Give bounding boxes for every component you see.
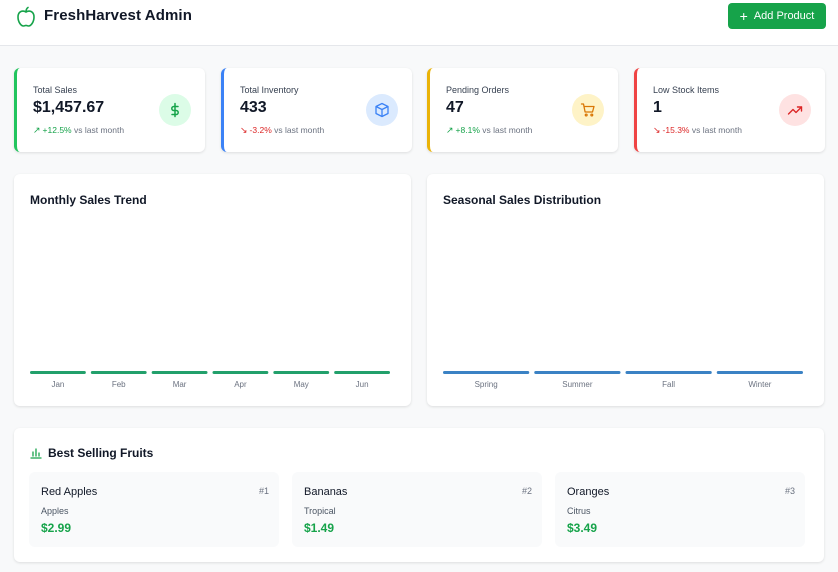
- top-bar: FreshHarvest Admin + Add Product: [0, 0, 838, 46]
- x-tick-label: Fall: [662, 380, 675, 389]
- x-tick-label: Mar: [173, 380, 187, 389]
- stat-value: 1: [653, 99, 662, 116]
- fruit-card[interactable]: Oranges #3 Citrus $3.49: [555, 472, 805, 547]
- chart-title: Monthly Sales Trend: [30, 193, 147, 207]
- add-product-label: Add Product: [753, 10, 815, 22]
- fruit-category: Apples: [41, 506, 69, 516]
- stat-card-pending-orders: Pending Orders 47 ↗ +8.1% vs last month: [427, 68, 618, 152]
- stat-change-suffix: vs last month: [691, 125, 742, 135]
- chart-bar: [716, 371, 803, 374]
- fruit-name: Red Apples: [41, 486, 98, 498]
- add-product-button[interactable]: + Add Product: [728, 3, 826, 29]
- stat-label: Low Stock Items: [653, 85, 720, 95]
- stat-label: Total Inventory: [240, 85, 299, 95]
- stat-value: 433: [240, 99, 267, 116]
- x-tick-label: May: [294, 380, 309, 389]
- stat-change-suffix: vs last month: [482, 125, 533, 135]
- stat-change: ↗ +8.1% vs last month: [446, 125, 532, 136]
- stat-change: ↗ +12.5% vs last month: [33, 125, 124, 136]
- stat-change-percent: +8.1%: [455, 125, 480, 135]
- stat-change-percent: -15.3%: [662, 125, 690, 135]
- stat-change: ↘ -15.3% vs last month: [653, 125, 742, 136]
- trend-down-icon: ↘: [653, 125, 661, 135]
- stat-change: ↘ -3.2% vs last month: [240, 125, 324, 136]
- trend-down-icon: ↘: [240, 125, 248, 135]
- chart-bar: [273, 371, 330, 374]
- stat-value: 47: [446, 99, 464, 116]
- best-selling-header: Best Selling Fruits: [30, 446, 153, 460]
- stat-card-total-inventory: Total Inventory 433 ↘ -3.2% vs last month: [221, 68, 412, 152]
- stat-change-percent: -3.2%: [249, 125, 272, 135]
- chart-title: Seasonal Sales Distribution: [443, 193, 602, 207]
- fruit-rank: #2: [521, 486, 532, 496]
- dollar-icon: [159, 94, 191, 126]
- app-title: FreshHarvest Admin: [44, 7, 192, 24]
- box-icon: [366, 94, 398, 126]
- fruit-card[interactable]: Bananas #2 Tropical $1.49: [292, 472, 542, 547]
- fruit-rank: #3: [784, 486, 795, 496]
- stat-change-percent: +12.5%: [42, 125, 72, 135]
- monthly-sales-plot: Jan Feb Mar Apr May Jun: [30, 371, 390, 389]
- trend-up-icon: ↗: [446, 125, 454, 135]
- x-tick-label: Spring: [475, 380, 498, 389]
- chart-bar: [443, 371, 530, 374]
- fruit-card[interactable]: Red Apples #1 Apples $2.99: [29, 472, 279, 547]
- trending-up-icon: [779, 94, 811, 126]
- fruit-price: $1.49: [304, 521, 335, 535]
- best-selling-section: Best Selling Fruits Red Apples #1 Apples…: [14, 428, 824, 562]
- seasonal-sales-chart: Seasonal Sales Distribution Spring Summer…: [427, 174, 824, 406]
- trend-up-icon: ↗: [33, 125, 41, 135]
- stat-change-suffix: vs last month: [74, 125, 125, 135]
- stat-change-suffix: vs last month: [274, 125, 325, 135]
- bar-chart-icon: [30, 448, 42, 459]
- chart-bar: [534, 371, 621, 374]
- stat-card-total-sales: Total Sales $1,457.67 ↗ +12.5% vs last mo…: [14, 68, 205, 152]
- x-tick-label: Feb: [112, 380, 126, 389]
- chart-bar: [151, 371, 208, 374]
- plus-icon: +: [739, 7, 748, 24]
- x-tick-label: Summer: [562, 380, 593, 389]
- x-tick-label: Winter: [748, 380, 771, 389]
- best-selling-title: Best Selling Fruits: [48, 446, 154, 460]
- stat-label: Pending Orders: [446, 85, 510, 95]
- stat-label: Total Sales: [33, 85, 78, 95]
- fruit-price: $3.49: [567, 521, 598, 535]
- chart-bar: [334, 371, 390, 374]
- x-tick-label: Jan: [51, 380, 64, 389]
- fruit-price: $2.99: [41, 521, 72, 535]
- stat-value: $1,457.67: [33, 99, 105, 116]
- chart-bar: [90, 371, 147, 374]
- x-tick-label: Jun: [356, 380, 369, 389]
- cart-icon: [572, 94, 604, 126]
- chart-bar: [30, 371, 86, 374]
- chart-bar: [625, 371, 712, 374]
- fruit-category: Tropical: [304, 506, 336, 516]
- fruit-name: Oranges: [567, 486, 610, 498]
- apple-logo-icon: [17, 6, 35, 27]
- fruit-rank: #1: [258, 486, 269, 496]
- stat-card-low-stock: Low Stock Items 1 ↘ -15.3% vs last month: [634, 68, 825, 152]
- x-tick-label: Apr: [234, 380, 247, 389]
- chart-bar: [212, 371, 269, 374]
- seasonal-sales-plot: Spring Summer Fall Winter: [443, 371, 803, 389]
- fruit-category: Citrus: [567, 506, 591, 516]
- fruit-name: Bananas: [304, 486, 348, 498]
- monthly-sales-chart: Monthly Sales Trend Jan Feb Mar Apr May Jun: [14, 174, 411, 406]
